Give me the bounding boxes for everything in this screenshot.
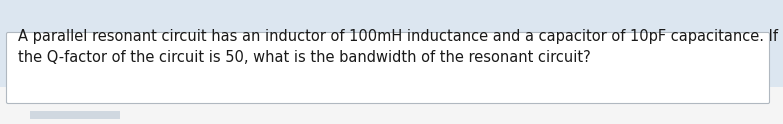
Bar bbox=[0, 0, 783, 87]
Bar bbox=[0, 87, 783, 124]
Text: the Q-factor of the circuit is 50, what is the bandwidth of the resonant circuit: the Q-factor of the circuit is 50, what … bbox=[18, 49, 590, 64]
Text: A parallel resonant circuit has an inductor of 100mH inductance and a capacitor : A parallel resonant circuit has an induc… bbox=[18, 29, 778, 44]
Bar bbox=[30, 111, 120, 119]
FancyBboxPatch shape bbox=[6, 32, 770, 104]
